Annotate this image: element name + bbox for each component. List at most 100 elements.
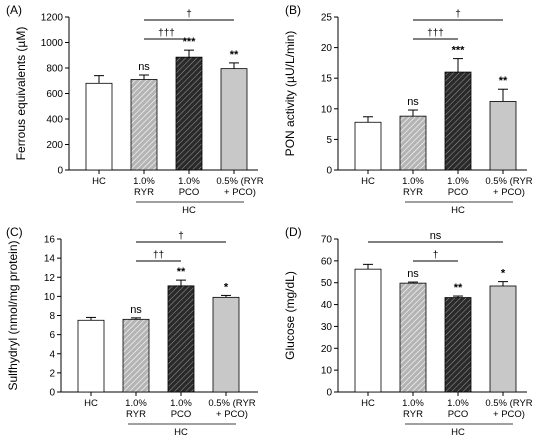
comparison-label: ††† (427, 28, 444, 39)
y-tick-label: 15 (321, 74, 333, 85)
significance-ns: ns (407, 268, 419, 280)
x-tick-label: RYR (403, 187, 423, 198)
y-tick-label: 6 (49, 330, 55, 341)
y-tick-label: 20 (321, 344, 333, 355)
y-tick-label: 40 (321, 300, 333, 311)
x-tick-label: 1.0% (402, 398, 424, 409)
bar (212, 296, 240, 393)
bar (220, 68, 248, 171)
significance-stars: ** (230, 49, 239, 61)
x-tick-label: + PCO) (493, 409, 525, 420)
significance-stars: ** (454, 282, 463, 294)
y-tick-label: 600 (46, 89, 63, 100)
group-label: HC (174, 427, 188, 438)
comparison-label: † (455, 9, 461, 20)
y-tick-label: 10 (44, 292, 56, 303)
y-tick-label: 16 (44, 235, 56, 246)
x-tick-label: PCO (179, 187, 200, 198)
bar (399, 282, 427, 393)
x-tick-label: RYR (403, 409, 423, 420)
y-tick-label: 1000 (41, 38, 64, 49)
y-axis-label: Ferrous equivalents (µM) (14, 27, 28, 161)
bar (175, 56, 203, 171)
x-tick-label: 0.5% (RYR (208, 398, 255, 409)
y-tick-label: 70 (321, 235, 333, 246)
x-tick-label: HC (361, 398, 375, 409)
panel-label: (A) (6, 3, 22, 17)
x-tick-label: 0.5% (RYR (216, 176, 263, 187)
significance-stars: ** (177, 266, 186, 278)
x-tick-label: 1.0% (125, 398, 147, 409)
y-tick-label: 20 (321, 43, 333, 54)
significance-ns: ns (138, 61, 150, 73)
bar (444, 71, 472, 171)
x-tick-label: HC (92, 176, 106, 187)
comparison-label: † (186, 9, 192, 20)
x-tick-label: HC (361, 176, 375, 187)
y-tick-label: 0 (57, 166, 63, 177)
x-tick-label: 0.5% (RYR (485, 176, 532, 187)
x-tick-label: 1.0% (178, 176, 200, 187)
y-tick-label: 0 (326, 166, 332, 177)
y-tick-label: 1200 (41, 13, 64, 24)
comparison-label: †† (153, 250, 164, 261)
x-tick-label: 1.0% (402, 176, 424, 187)
x-tick-label: PCO (448, 187, 469, 198)
bar (122, 318, 150, 393)
bar (354, 121, 382, 171)
y-tick-label: 800 (46, 64, 63, 75)
bar (489, 101, 517, 171)
y-axis-label: Glucose (mg/dL) (283, 271, 297, 360)
x-tick-label: RYR (126, 409, 146, 420)
x-tick-label: 1.0% (170, 398, 192, 409)
bar (130, 79, 158, 171)
x-tick-label: 1.0% (447, 398, 469, 409)
y-tick-label: 2 (49, 368, 55, 379)
y-tick-label: 14 (44, 254, 56, 265)
significance-ns: ns (407, 96, 419, 108)
comparison-label: † (433, 250, 439, 261)
comparison-label: ns (430, 230, 442, 242)
comparison-label: ††† (158, 28, 175, 39)
x-tick-label: PCO (448, 409, 469, 420)
bar (354, 268, 382, 393)
significance-stars: ** (499, 75, 508, 87)
panel-label: (B) (285, 3, 301, 17)
bar (167, 285, 195, 393)
x-tick-label: PCO (171, 409, 192, 420)
y-tick-label: 200 (46, 140, 63, 151)
significance-stars: * (224, 281, 229, 293)
comparison-label: † (178, 231, 184, 242)
y-tick-label: 400 (46, 115, 63, 126)
y-tick-label: 25 (321, 13, 333, 24)
significance-stars: *** (183, 36, 197, 48)
x-tick-label: RYR (134, 187, 154, 198)
y-tick-label: 0 (49, 388, 55, 399)
group-label: HC (451, 427, 465, 438)
y-tick-label: 50 (321, 278, 333, 289)
significance-ns: ns (130, 304, 142, 316)
significance-stars: *** (452, 45, 466, 57)
chart-panel-3: (C)Sulfhydryl (nmol/mg protein) 0 2 4 6 8 10 12… (6, 225, 258, 438)
bar (85, 82, 113, 171)
group-label: HC (451, 205, 465, 216)
chart-panel-2: (B) PON activity (µU/L/min) 0 5 10 15 20 25 HC 1.… (283, 3, 533, 216)
bar (77, 319, 105, 393)
bar (444, 297, 472, 393)
significance-stars: * (501, 268, 506, 280)
y-tick-label: 4 (49, 349, 55, 360)
bar (399, 115, 427, 171)
x-tick-label: 1.0% (447, 176, 469, 187)
chart-panel-1: (A) Ferrous equivalents (µM) 0 200 400 600 800… (6, 3, 264, 216)
y-tick-label: 30 (321, 322, 333, 333)
y-tick-label: 8 (49, 311, 55, 322)
y-tick-label: 0 (326, 388, 332, 399)
y-tick-label: 10 (321, 104, 333, 115)
y-axis-label: Sulfhydryl (nmol/mg protein) (6, 240, 20, 390)
x-tick-label: 0.5% (RYR (485, 398, 532, 409)
x-tick-label: + PCO) (224, 187, 256, 198)
panel-label: (D) (285, 225, 302, 239)
group-label: HC (182, 205, 196, 216)
